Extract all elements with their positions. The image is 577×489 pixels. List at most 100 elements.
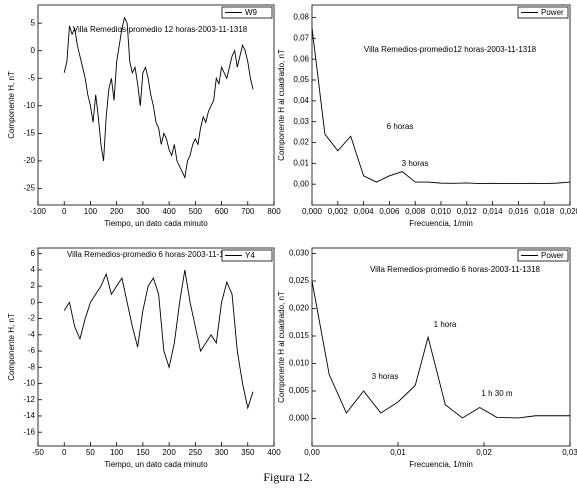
legend-box (221, 6, 273, 19)
chart-title: Villa Remedios-promedio12 horas-2003-11-… (364, 45, 537, 54)
x-tick-label: 0,002 (328, 207, 349, 216)
y-axis-title: Componente H, nT (7, 313, 16, 381)
x-tick-label: 0,014 (483, 207, 504, 216)
chart-title: Villa Remedios-promedio 6 horas-2003-11-… (67, 250, 238, 259)
x-tick-label: 0 (62, 207, 67, 216)
x-tick-label: 0,000 (302, 207, 323, 216)
y-tick-label: -10 (23, 101, 35, 110)
legend-label: W9 (245, 8, 258, 17)
x-tick-label: 0,00 (304, 448, 320, 457)
y-tick-label: -15 (23, 128, 35, 137)
y-axis-title: Componente H al cuadrado, nT (277, 49, 286, 161)
x-tick-label: 200 (162, 448, 176, 457)
y-tick-label: -20 (23, 156, 35, 165)
x-tick-label: 0,010 (431, 207, 452, 216)
x-tick-label: 100 (84, 207, 98, 216)
x-tick-label: -100 (30, 207, 47, 216)
y-tick-label: -2 (28, 314, 36, 323)
plot-frame (37, 4, 275, 206)
x-tick-label: 0,012 (457, 207, 478, 216)
y-tick-label: 0,06 (293, 54, 309, 63)
legend-box (517, 249, 569, 262)
x-tick-label: 0,016 (508, 207, 529, 216)
y-tick-label: 4 (31, 265, 36, 274)
annotation: 6 horas (387, 122, 414, 131)
y-tick-label: 0,03 (293, 117, 309, 126)
x-tick-label: 0,03 (562, 448, 577, 457)
y-tick-label: 0,02 (293, 138, 309, 147)
y-tick-label: 0,05 (293, 75, 309, 84)
y-tick-label: 2 (31, 281, 36, 290)
x-tick-label: 150 (136, 448, 150, 457)
chart-title: Villa Remedios-promedio 12 horas-2003-11… (73, 25, 248, 34)
y-tick-label: 0,030 (289, 249, 310, 258)
x-tick-label: 350 (241, 448, 255, 457)
y-tick-label: 0,015 (289, 331, 310, 340)
x-tick-label: 600 (215, 207, 229, 216)
x-tick-label: 0,008 (405, 207, 426, 216)
y-tick-label: 6 (31, 249, 36, 258)
y-tick-label: 0,01 (293, 158, 309, 167)
x-tick-label: 250 (189, 448, 203, 457)
x-tick-label: -50 (32, 448, 44, 457)
legend-box (517, 6, 569, 19)
y-tick-label: -5 (28, 73, 36, 82)
x-tick-label: 0,01 (390, 448, 406, 457)
data-line (63, 16, 254, 179)
legend-label: Y4 (245, 251, 255, 260)
y-axis-title: Componente H al cuadrado, nT (277, 291, 286, 403)
x-tick-label: 500 (189, 207, 203, 216)
x-tick-label: 700 (241, 207, 255, 216)
plot-frame (311, 4, 571, 206)
y-tick-label: 5 (31, 18, 36, 27)
y-tick-label: 0,00 (293, 179, 309, 188)
x-tick-label: 0,004 (354, 207, 375, 216)
y-tick-label: 0,005 (289, 386, 310, 395)
x-tick-label: 0,006 (379, 207, 400, 216)
data-line (311, 27, 571, 184)
y-tick-label: 0 (31, 46, 36, 55)
y-tick-label: 0,020 (289, 304, 310, 313)
x-axis-title: Frecuencia, 1/min (409, 219, 473, 228)
y-tick-label: -10 (23, 379, 35, 388)
y-tick-label: -4 (28, 330, 36, 339)
legend-label: Power (541, 251, 564, 260)
y-tick-label: -8 (28, 362, 36, 371)
annotation: 1 hora (434, 320, 457, 329)
y-axis-title: Componente H, nT (7, 71, 16, 139)
y-tick-label: -6 (28, 346, 36, 355)
annotation: 1 h 30 m (481, 389, 512, 398)
data-line (311, 280, 570, 419)
x-tick-label: 0,020 (560, 207, 577, 216)
x-tick-label: 100 (110, 448, 124, 457)
x-tick-label: 50 (86, 448, 95, 457)
x-tick-label: 0 (62, 448, 67, 457)
y-tick-label: 0,025 (289, 276, 310, 285)
y-tick-label: -12 (23, 395, 35, 404)
chart-title: Villa Remedios-promedio 6 horas-2003-11-… (370, 265, 541, 274)
x-axis-title: Tiempo, un dato cada minuto (104, 219, 208, 228)
y-tick-label: -25 (23, 184, 35, 193)
x-tick-label: 300 (215, 448, 229, 457)
caption: Figura 12. (263, 470, 312, 484)
y-tick-label: 0,04 (293, 96, 309, 105)
data-line (63, 269, 254, 410)
x-tick-label: 0,018 (534, 207, 555, 216)
legend-label: Power (541, 8, 564, 17)
plot-frame (311, 247, 571, 447)
plot-frame (37, 247, 275, 447)
y-tick-label: 0,000 (289, 414, 310, 423)
y-tick-label: -14 (23, 411, 35, 420)
y-tick-label: 0,08 (293, 13, 309, 22)
x-tick-label: 300 (136, 207, 150, 216)
y-tick-label: -16 (23, 427, 35, 436)
x-tick-label: 400 (267, 448, 281, 457)
annotation: 3 horas (372, 372, 399, 381)
y-tick-label: 0,07 (293, 33, 309, 42)
x-axis-title: Tiempo, un dato cada minuto (104, 460, 208, 469)
x-tick-label: 200 (110, 207, 124, 216)
legend-box (221, 249, 273, 262)
x-tick-label: 800 (267, 207, 281, 216)
y-tick-label: 0,010 (289, 359, 310, 368)
